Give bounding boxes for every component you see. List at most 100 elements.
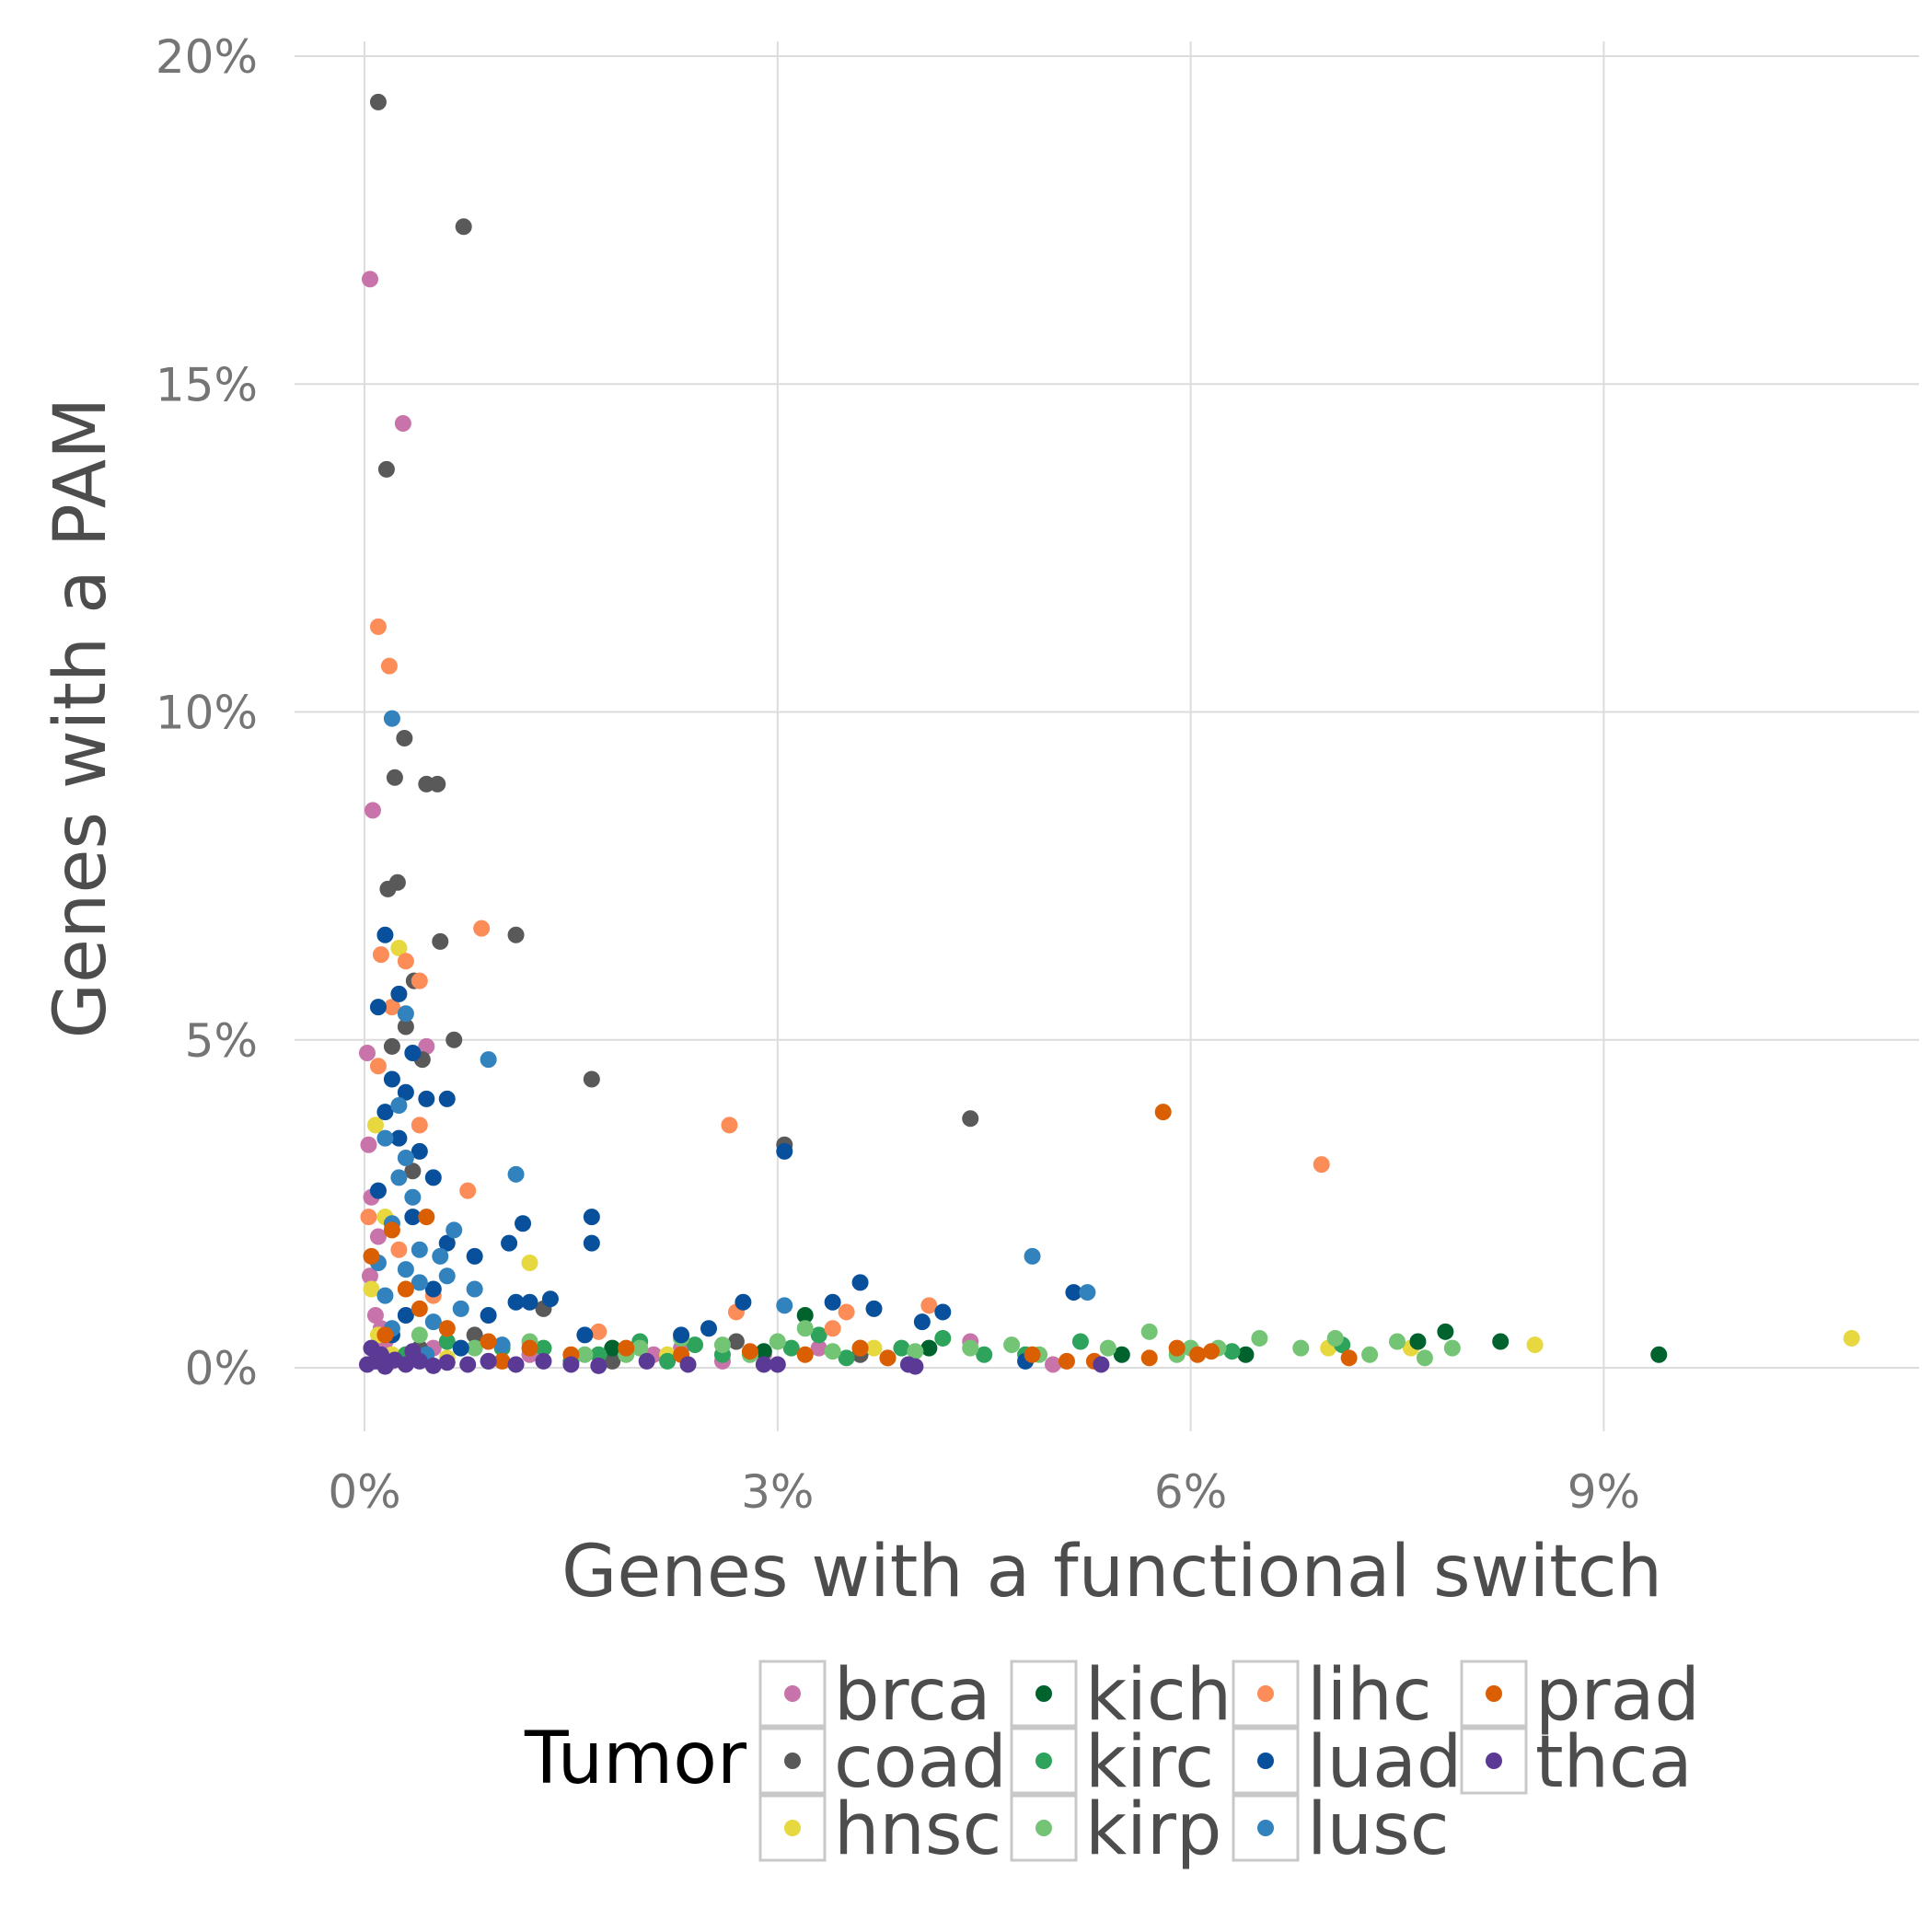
data-point-prad xyxy=(1140,1349,1158,1367)
data-point-kirc xyxy=(810,1326,827,1344)
data-point-coad xyxy=(507,926,525,943)
legend-item-kich: kich xyxy=(1010,1654,1232,1737)
data-point-prad xyxy=(1189,1346,1207,1363)
legend-swatch xyxy=(784,1685,801,1702)
data-point-luad xyxy=(438,1234,456,1252)
data-point-thca xyxy=(535,1352,552,1370)
x-axis-title: Genes with a functional switch xyxy=(561,1531,1662,1614)
data-point-coad xyxy=(962,1110,979,1128)
data-point-lusc xyxy=(390,1169,408,1186)
data-point-kirp xyxy=(962,1339,979,1357)
data-point-coad xyxy=(604,1352,621,1370)
data-point-coad xyxy=(466,1326,483,1344)
data-point-luad xyxy=(404,1209,422,1226)
data-point-lusc xyxy=(445,1221,463,1239)
legend-item-luad: luad xyxy=(1232,1721,1462,1804)
data-point-lusc xyxy=(383,710,400,727)
data-point-kirp xyxy=(1292,1339,1310,1357)
data-point-coad xyxy=(383,1037,400,1055)
data-point-thca xyxy=(424,1357,442,1374)
data-point-prad xyxy=(521,1339,538,1357)
data-point-kich xyxy=(920,1339,938,1357)
data-point-kirc xyxy=(438,1333,456,1350)
data-point-kirp xyxy=(1361,1346,1379,1363)
data-point-luad xyxy=(934,1303,952,1321)
data-point-luad xyxy=(735,1293,752,1311)
data-point-kirc xyxy=(782,1339,800,1357)
data-point-thca xyxy=(459,1356,477,1373)
data-point-lusc xyxy=(432,1247,449,1265)
data-point-hnsc xyxy=(521,1255,538,1271)
data-point-kirp xyxy=(1099,1339,1116,1357)
legend-label: coad xyxy=(834,1721,1007,1804)
data-point-prad xyxy=(438,1320,456,1337)
data-point-lihc xyxy=(369,1058,387,1075)
data-point-lusc xyxy=(411,1274,428,1291)
data-point-luad xyxy=(776,1142,793,1160)
legend-swatch xyxy=(784,1820,801,1836)
data-point-brca xyxy=(369,1228,387,1245)
data-point-kich xyxy=(604,1339,621,1357)
data-point-thca xyxy=(907,1358,924,1375)
data-point-prad xyxy=(480,1333,497,1350)
data-point-lusc xyxy=(1024,1247,1041,1265)
legend-swatch xyxy=(1486,1753,1502,1769)
data-point-lusc xyxy=(397,1261,414,1278)
data-point-kirp xyxy=(796,1320,814,1337)
legend-label: luad xyxy=(1307,1721,1462,1804)
data-point-lihc xyxy=(411,972,428,989)
data-point-luad xyxy=(383,1070,400,1088)
y-tick-label: 0% xyxy=(185,1342,258,1395)
data-point-kirp xyxy=(907,1343,924,1360)
data-point-luad xyxy=(390,985,408,1002)
legend-item-brca: brca xyxy=(758,1654,991,1737)
data-point-luad xyxy=(583,1234,600,1252)
data-point-kirc xyxy=(934,1329,952,1347)
data-point-kirc xyxy=(976,1346,993,1363)
data-point-kich xyxy=(755,1343,772,1360)
data-point-thca xyxy=(363,1339,380,1357)
data-point-prad xyxy=(741,1343,758,1360)
data-point-thca xyxy=(404,1343,422,1360)
data-point-coad xyxy=(727,1333,745,1350)
data-point-thca xyxy=(438,1354,456,1371)
legend-item-lihc: lihc xyxy=(1232,1654,1432,1737)
data-point-brca xyxy=(360,1136,377,1153)
data-point-kirp xyxy=(1003,1336,1021,1354)
data-point-kich xyxy=(1409,1333,1427,1350)
data-point-kirc xyxy=(535,1339,552,1357)
data-point-lihc xyxy=(473,920,491,937)
data-point-luad xyxy=(1065,1284,1082,1301)
data-point-coad xyxy=(583,1070,600,1088)
data-point-kirc xyxy=(893,1339,910,1357)
legend-title: Tumor xyxy=(524,1718,747,1800)
legend-item-kirc: kirc xyxy=(1010,1721,1214,1804)
legend-swatch xyxy=(1257,1753,1274,1769)
legend-swatch xyxy=(784,1753,801,1769)
data-point-hnsc xyxy=(1843,1329,1860,1347)
y-tick-label: 15% xyxy=(156,358,258,411)
data-point-brca xyxy=(394,415,411,432)
data-point-lihc xyxy=(383,999,400,1016)
data-point-prad xyxy=(1203,1343,1221,1360)
data-point-kich xyxy=(1492,1333,1510,1350)
x-tick-label: 0% xyxy=(328,1465,400,1519)
data-point-lihc xyxy=(590,1323,607,1340)
data-point-prad xyxy=(879,1349,897,1367)
data-point-prad xyxy=(363,1247,380,1265)
y-tick-labels: 0% 5% 10% 15% 20% xyxy=(156,30,258,1395)
legend-label: kirp xyxy=(1085,1788,1221,1871)
data-point-coad xyxy=(455,218,472,236)
data-point-brca xyxy=(361,1267,378,1285)
data-point-lihc xyxy=(397,953,414,970)
data-point-luad xyxy=(411,1142,428,1160)
data-point-kirp xyxy=(1251,1329,1268,1347)
legend-item-hnsc: hnsc xyxy=(758,1788,1001,1871)
data-point-prad xyxy=(1058,1352,1075,1370)
data-point-kirp xyxy=(824,1343,841,1360)
data-point-kirp xyxy=(631,1339,649,1357)
legend-item-prad: prad xyxy=(1460,1654,1700,1737)
data-point-thca xyxy=(562,1356,580,1373)
data-point-thca xyxy=(397,1356,414,1373)
